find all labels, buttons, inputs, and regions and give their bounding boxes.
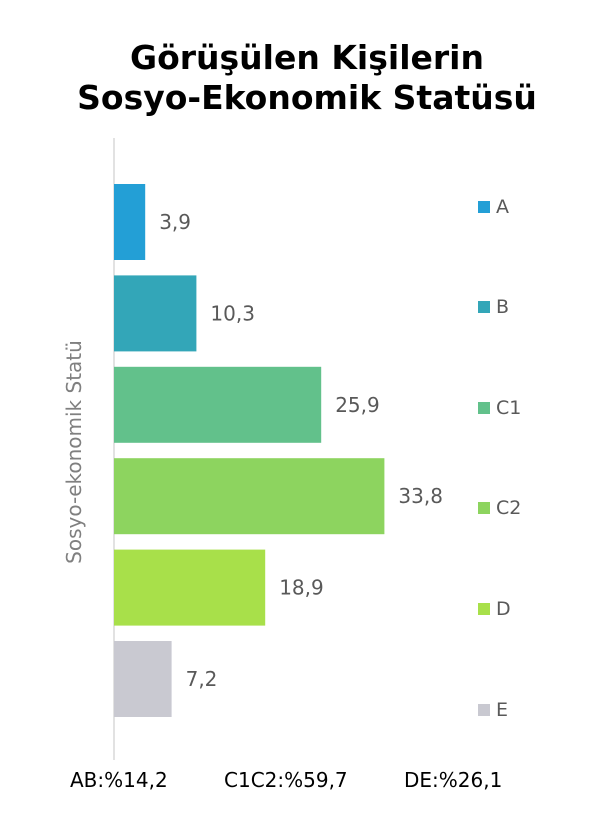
legend-label: C2 bbox=[496, 497, 522, 519]
bar-group bbox=[114, 184, 385, 717]
footer-de: DE:%26,1 bbox=[404, 768, 503, 792]
legend-swatch bbox=[478, 402, 490, 414]
legend-item-d: D bbox=[478, 598, 511, 620]
legend-item-e: E bbox=[478, 699, 509, 721]
legend-item-b: B bbox=[478, 296, 510, 318]
legend-swatch bbox=[478, 704, 490, 716]
chart-title: Görüşülen Kişilerin Sosyo-Ekonomik Statü… bbox=[0, 38, 614, 118]
bar-d bbox=[114, 549, 266, 626]
legend-label: C1 bbox=[496, 397, 522, 419]
bar-b bbox=[114, 275, 197, 352]
data-label-e: 7,2 bbox=[186, 667, 218, 691]
bar-e bbox=[114, 641, 172, 717]
legend-label: E bbox=[496, 699, 509, 721]
legend-swatch bbox=[478, 201, 490, 213]
data-label-b: 10,3 bbox=[210, 301, 255, 325]
legend-item-c1: C1 bbox=[478, 397, 522, 419]
data-label-c1: 25,9 bbox=[335, 393, 380, 417]
bar-c1 bbox=[114, 366, 322, 443]
legend-item-a: A bbox=[478, 196, 509, 218]
bar-a bbox=[114, 184, 146, 260]
legend-swatch bbox=[478, 301, 490, 313]
legend-label: B bbox=[496, 296, 510, 318]
data-label-d: 18,9 bbox=[279, 576, 324, 600]
legend-label: A bbox=[496, 196, 509, 218]
data-label-c2: 33,8 bbox=[398, 484, 443, 508]
chart-title-line-1: Görüşülen Kişilerin bbox=[130, 38, 484, 77]
bar-c2 bbox=[114, 458, 385, 535]
footer-ab: AB:%14,2 bbox=[70, 768, 168, 792]
legend-item-c2: C2 bbox=[478, 497, 522, 519]
legend-label: D bbox=[496, 598, 511, 620]
data-label-a: 3,9 bbox=[159, 210, 191, 234]
chart-title-line-2: Sosyo-Ekonomik Statüsü bbox=[77, 78, 537, 117]
data-label-group: 3,9 10,3 25,9 33,8 18,9 7,2 bbox=[159, 210, 443, 691]
footer-c1c2: C1C2:%59,7 bbox=[224, 768, 348, 792]
legend-swatch bbox=[478, 603, 490, 615]
legend-swatch bbox=[478, 502, 490, 514]
